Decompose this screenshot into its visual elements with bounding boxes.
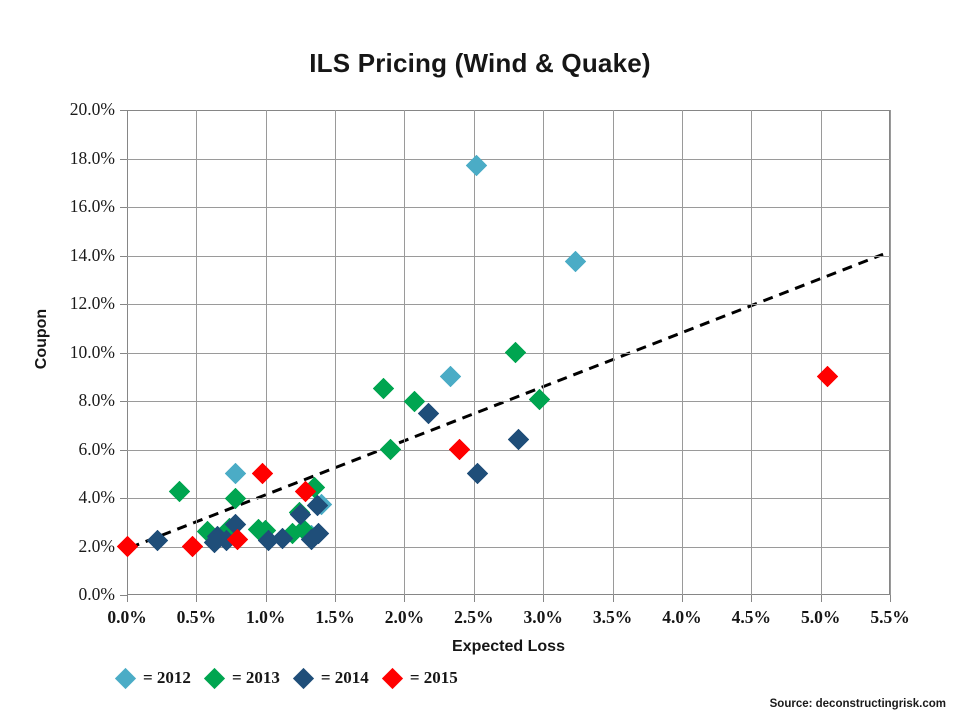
y-tick-mark [120,158,127,160]
gridline-horizontal [127,498,890,499]
plot-area: 0.0% 0.5% 1.0% 1.5% 2.0% 2.5% 3.0% 3.5% 4.0% 4.5%… [70,99,910,627]
y-tick-mark [120,352,127,354]
gridline-horizontal [127,158,890,160]
y-tick-mark [120,595,127,596]
gridline-horizontal [127,255,890,257]
data-point-2015 [449,438,471,461]
data-point-2013 [528,389,550,411]
data-point-2015 [181,535,203,558]
data-point-2012 [224,463,246,485]
x-tick-mark [820,595,822,602]
legend-label: = 2014 [320,668,369,687]
y-tick-label: 4.0% [78,487,115,507]
legend-diamond-icon [292,667,314,689]
gridline-horizontal [127,401,890,402]
x-tick-mark [196,595,198,602]
x-axis-title: Expected Loss [452,638,565,655]
legend-diamond-icon [114,667,137,689]
data-point-2015 [116,535,138,558]
gridline-vertical [890,110,891,595]
data-point-2012 [439,366,461,388]
x-tick-label: 0.0% [107,607,147,627]
x-tick-mark [890,595,891,602]
y-tick-mark [120,255,127,257]
legend-entry-2012[interactable]: = 2012 [114,667,191,689]
data-point-2013 [224,487,246,509]
data-point-2015 [252,463,274,485]
data-point-2013 [169,481,191,503]
y-tick-label: 6.0% [78,438,115,459]
y-tick-mark [120,110,127,111]
x-tick-label: 0.5% [176,607,217,627]
y-tick-label: 12.0% [69,293,115,313]
x-tick-label: 1.5% [315,607,355,627]
x-tick-mark [335,595,337,602]
y-tick-label: 20.0% [69,99,115,119]
legend-label: = 2013 [231,668,280,687]
x-tick-label: 4.5% [731,607,771,627]
y-tick-label: 0.0% [78,584,115,604]
legend-entry-2013[interactable]: = 2013 [203,667,280,689]
y-tick-mark [120,498,127,499]
x-tick-mark [612,595,614,602]
y-tick-label: 10.0% [69,341,115,362]
legend-diamond-icon [381,667,403,689]
chart-title: ILS Pricing (Wind & Quake) [309,48,651,78]
data-point-2014 [467,463,489,485]
y-axis-title: Coupon [33,308,50,370]
gridline-horizontal [127,546,890,548]
x-tick-label: 3.0% [523,607,563,627]
legend-entry-2015[interactable]: = 2015 [381,667,458,689]
x-tick-mark [681,595,683,602]
data-point-2014 [146,529,169,552]
y-tick-mark [120,304,127,305]
x-tick-mark [751,595,753,602]
x-tick-label: 1.0% [246,607,286,627]
x-tick-label: 2.0% [384,607,425,627]
y-tick-mark [120,401,127,402]
x-tick-label: 5.0% [800,607,841,627]
data-point-2014 [507,429,529,451]
x-tick-mark [404,595,406,602]
y-tick-mark [120,207,127,208]
data-point-2013 [504,341,527,364]
data-point-2012 [564,250,586,273]
data-point-2013 [373,378,395,400]
x-tick-mark [127,595,128,602]
x-tick-label: 4.0% [662,607,702,627]
y-tick-label: 2.0% [78,535,115,556]
gridline-horizontal [127,207,890,208]
gridline-horizontal [127,449,890,451]
x-tick-mark [473,595,475,602]
source-note: Source: deconstructingrisk.com [769,698,946,710]
data-point-2013 [379,438,402,461]
chart-legend: = 2012 = 2013 = 2014 = 2015 [114,667,474,689]
legend-label: = 2015 [409,668,458,687]
legend-entry-2014[interactable]: = 2014 [292,667,369,689]
x-tick-mark [543,595,545,602]
x-tick-label: 5.5% [870,607,910,627]
legend-diamond-icon [203,667,226,689]
y-tick-label: 16.0% [69,196,115,216]
gridline-horizontal [127,304,890,305]
x-tick-mark [265,595,267,602]
x-tick-label: 2.5% [454,607,494,627]
legend-label: = 2012 [143,668,191,687]
y-tick-label: 8.0% [78,390,115,410]
y-tick-mark [120,449,127,451]
y-tick-label: 18.0% [69,147,115,168]
x-tick-label: 3.5% [592,607,633,627]
y-tick-label: 14.0% [69,244,115,265]
